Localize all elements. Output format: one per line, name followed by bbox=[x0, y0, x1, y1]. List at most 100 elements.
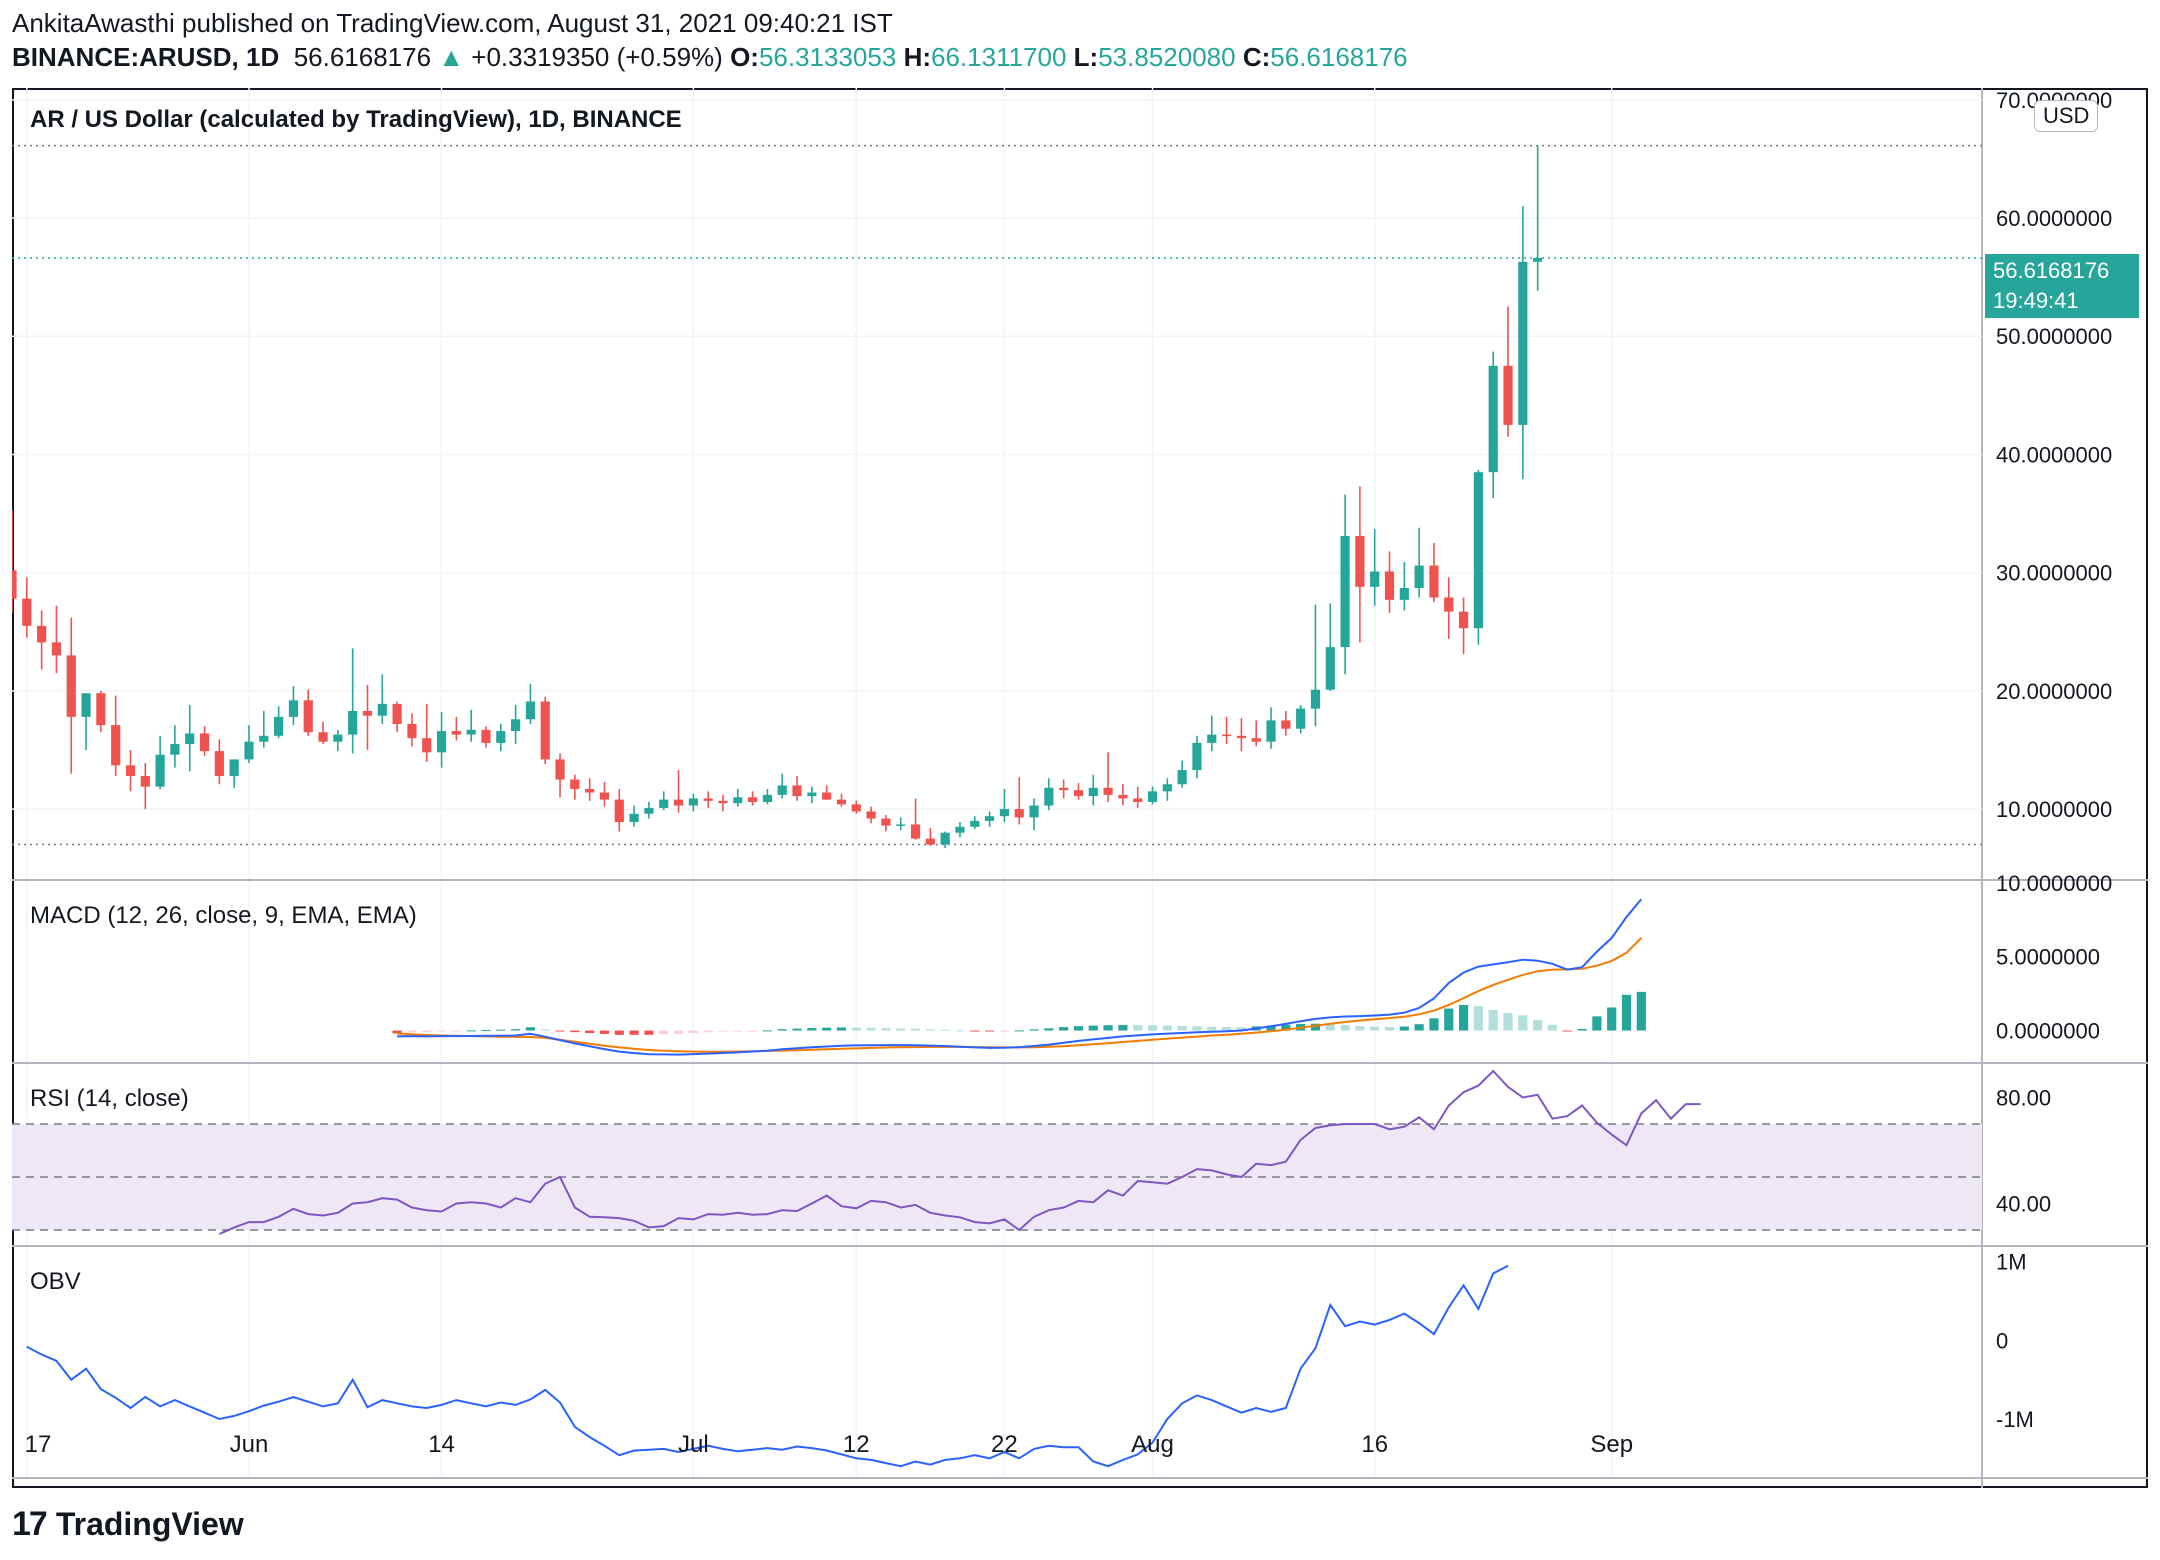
obv-axis-tick-label: 1M bbox=[1996, 1250, 2027, 1275]
macd-histogram-bar bbox=[555, 1030, 565, 1032]
candle-body bbox=[999, 809, 1009, 817]
macd-histogram-bar bbox=[1059, 1027, 1069, 1031]
candle-body bbox=[511, 719, 521, 732]
candle-body bbox=[585, 788, 595, 793]
candle-body bbox=[303, 700, 313, 733]
candle-body bbox=[896, 824, 906, 826]
candle-body bbox=[1103, 787, 1113, 795]
candle-body bbox=[614, 799, 624, 823]
macd-histogram-bar bbox=[496, 1029, 506, 1031]
macd-histogram-bar bbox=[1607, 1007, 1617, 1031]
macd-histogram-bar bbox=[1370, 1026, 1380, 1031]
macd-histogram-bar bbox=[851, 1027, 861, 1031]
price-axis-tick-label: 50.0000000 bbox=[1996, 324, 2112, 349]
candle-body bbox=[1118, 794, 1128, 799]
macd-histogram-bar bbox=[1162, 1025, 1172, 1031]
candle-body bbox=[259, 735, 269, 742]
obv-pane-title: OBV bbox=[30, 1268, 81, 1295]
macd-histogram-bar bbox=[881, 1028, 891, 1031]
macd-histogram-bar bbox=[466, 1030, 476, 1032]
high-label: H: bbox=[903, 42, 931, 72]
candle-body bbox=[1473, 472, 1483, 629]
time-axis-tick-label: 12 bbox=[843, 1431, 870, 1458]
macd-histogram-bar bbox=[1177, 1025, 1187, 1031]
macd-histogram-bar bbox=[511, 1029, 521, 1031]
price-axis-tick-label: 30.0000000 bbox=[1996, 561, 2112, 586]
candle-body bbox=[925, 838, 935, 845]
candle-body bbox=[1444, 597, 1454, 612]
price-change: +0.3319350 (+0.59%) bbox=[471, 42, 723, 72]
macd-histogram-bar bbox=[1281, 1024, 1291, 1031]
macd-histogram-bar bbox=[836, 1027, 847, 1031]
macd-histogram-bar bbox=[1192, 1026, 1202, 1031]
candle-body bbox=[1458, 611, 1469, 629]
macd-histogram-bar bbox=[540, 1029, 550, 1031]
rsi-axis-tick-label: 80.00 bbox=[1996, 1086, 2051, 1111]
candle-body bbox=[570, 779, 580, 789]
candle-body bbox=[51, 642, 62, 656]
macd-histogram-bar bbox=[1547, 1024, 1558, 1031]
macd-histogram-bar bbox=[792, 1028, 802, 1031]
macd-histogram-bar bbox=[1103, 1025, 1113, 1031]
candle-body bbox=[822, 792, 832, 800]
candle-body bbox=[1296, 708, 1306, 729]
candle-body bbox=[185, 733, 195, 745]
countdown-timer: 19:49:41 bbox=[1993, 288, 2079, 313]
macd-histogram-bar bbox=[940, 1029, 950, 1031]
macd-histogram-bar bbox=[1325, 1024, 1335, 1031]
candle-body bbox=[970, 820, 980, 827]
candle-body bbox=[1014, 809, 1024, 818]
macd-histogram-bar bbox=[1458, 1005, 1469, 1031]
candle-body bbox=[703, 798, 713, 801]
macd-histogram-bar bbox=[1503, 1012, 1513, 1031]
chart-frame bbox=[12, 88, 2148, 1488]
tradingview-logo[interactable]: 17 TradingView bbox=[12, 1505, 244, 1544]
macd-histogram-bar bbox=[896, 1028, 906, 1031]
candle-body bbox=[1325, 647, 1335, 690]
main-pane-title: AR / US Dollar (calculated by TradingVie… bbox=[30, 106, 682, 133]
price-axis-tick-label: 20.0000000 bbox=[1996, 679, 2112, 704]
macd-histogram-bar bbox=[1533, 1020, 1543, 1031]
last-price-tag-value: 56.6168176 bbox=[1993, 258, 2110, 283]
candle-body bbox=[599, 792, 610, 800]
currency-badge[interactable]: USD bbox=[2034, 100, 2099, 132]
candle-body bbox=[1133, 798, 1143, 802]
candle-body bbox=[525, 701, 536, 720]
close-label: C: bbox=[1242, 42, 1271, 72]
macd-histogram-bar bbox=[1355, 1026, 1365, 1031]
time-axis-tick-label: Jul bbox=[678, 1431, 709, 1458]
macd-histogram-bar bbox=[1414, 1024, 1424, 1031]
candle-body bbox=[199, 733, 210, 752]
time-axis-tick-label: 16 bbox=[1361, 1431, 1388, 1458]
candle-body bbox=[1073, 790, 1084, 797]
rsi-pane-title: RSI (14, close) bbox=[30, 1085, 189, 1112]
candle-body bbox=[66, 655, 76, 717]
candle-body bbox=[140, 775, 150, 787]
candle-body bbox=[1518, 261, 1528, 425]
macd-histogram-bar bbox=[1577, 1028, 1587, 1031]
candle-body bbox=[1029, 805, 1039, 818]
chart-canvas[interactable]: 70.000000060.000000050.000000040.0000000… bbox=[12, 88, 2148, 1488]
macd-histogram-bar bbox=[822, 1027, 832, 1031]
macd-histogram-bar bbox=[1014, 1030, 1024, 1032]
price-axis-tick-label: 10.0000000 bbox=[1996, 797, 2112, 822]
symbol-ohlc-line: BINANCE:ARUSD, 1D 56.6168176 ▲ +0.331935… bbox=[12, 42, 1408, 73]
candle-body bbox=[1236, 735, 1246, 739]
candle-body bbox=[777, 785, 787, 795]
candle-body bbox=[1488, 365, 1498, 473]
macd-histogram-bar bbox=[1399, 1026, 1409, 1031]
macd-histogram-bar bbox=[1133, 1025, 1143, 1031]
macd-histogram-bar bbox=[1444, 1008, 1454, 1031]
macd-axis-tick-label: 0.0000000 bbox=[1996, 1019, 2100, 1044]
macd-histogram-bar bbox=[762, 1030, 773, 1032]
rsi-axis-tick-label: 40.00 bbox=[1996, 1192, 2051, 1217]
macd-histogram-bar bbox=[1384, 1026, 1395, 1031]
candle-body bbox=[1399, 588, 1409, 600]
macd-histogram-bar bbox=[585, 1030, 595, 1034]
candle-body bbox=[170, 744, 180, 755]
candle-body bbox=[392, 703, 402, 724]
macd-signal-line bbox=[397, 937, 1643, 1053]
rsi-line bbox=[218, 1069, 1701, 1235]
candle-body bbox=[555, 759, 565, 780]
candle-body bbox=[1207, 734, 1217, 743]
